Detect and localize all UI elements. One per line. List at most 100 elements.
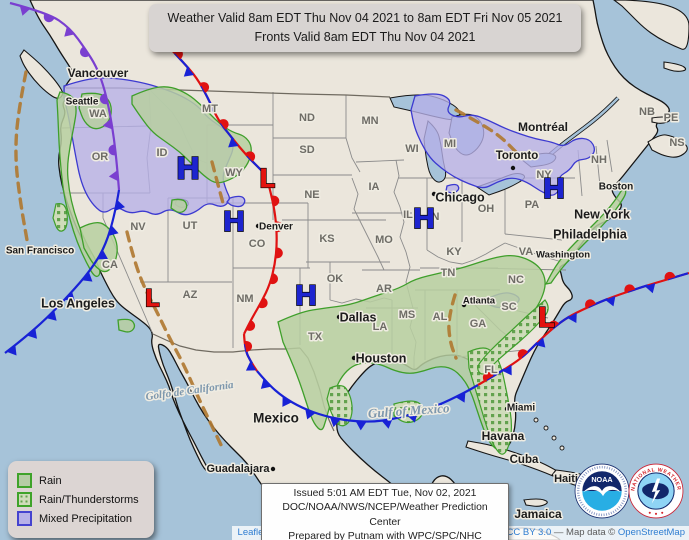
state-label: TN <box>441 267 456 279</box>
precipitation-areas-layer <box>52 77 627 455</box>
state-label: OR <box>92 151 109 163</box>
island <box>647 134 688 158</box>
pressure-center-H: H <box>222 205 245 238</box>
city-label: Denver <box>259 222 293 233</box>
island <box>523 498 548 507</box>
weather-valid-line: Weather Valid 8am EDT Thu Nov 04 2021 to… <box>167 11 563 25</box>
island <box>651 116 671 124</box>
city-label: Boston <box>599 182 633 193</box>
state-label: MS <box>399 309 416 321</box>
state-border <box>351 177 385 271</box>
water-label: Gulf of Mexico <box>367 400 450 421</box>
rain-area <box>131 86 252 184</box>
island <box>533 417 539 423</box>
legend-label-mixed: Mixed Precipitation <box>39 512 132 525</box>
state-label: VA <box>519 246 534 258</box>
state-label: PA <box>525 199 540 211</box>
stationary-front <box>242 333 258 372</box>
state-label: OK <box>327 273 344 285</box>
rain-thunderstorm-area <box>52 202 68 232</box>
city-label: Miami <box>507 403 536 414</box>
state-label: IL <box>403 209 413 221</box>
pressure-center-H: H <box>542 172 565 205</box>
pressure-center-H: H <box>175 152 200 187</box>
legend-label-thunderstorms: Rain/Thunderstorms <box>39 493 139 506</box>
state-label: AR <box>376 283 392 295</box>
troughs-layer <box>14 70 518 449</box>
city-label: Philadelphia <box>553 227 628 241</box>
state-label: GA <box>470 318 487 330</box>
occluded-front <box>9 1 121 191</box>
city-label: New York <box>574 207 630 221</box>
trough-line <box>447 293 458 360</box>
city-label: Montréal <box>518 120 568 134</box>
state-label: CO <box>249 238 266 250</box>
city-label: Cuba <box>510 454 539 466</box>
state-label: WA <box>89 108 107 120</box>
city-label: Guadalajara <box>207 463 271 475</box>
state-label: FL <box>484 364 498 376</box>
state-label: NH <box>591 154 607 166</box>
island <box>663 61 687 72</box>
city-label: Los Angeles <box>41 296 115 310</box>
city-label: Haiti <box>554 473 578 485</box>
state-label: KS <box>319 233 334 245</box>
legend-row-mixed: Mixed Precipitation <box>17 511 145 526</box>
rain-area <box>544 188 627 285</box>
rain-swatch-icon <box>17 473 32 488</box>
trough-line <box>14 70 29 242</box>
issued-time: Issued 5:01 AM EDT Tue, Nov 02, 2021 <box>293 488 477 499</box>
precip-legend: Rain Rain/Thunderstorms Mixed Precipitat… <box>8 461 154 538</box>
city-label: Jamaica <box>514 507 562 521</box>
city-dot <box>461 302 467 308</box>
state-label: LA <box>373 321 388 333</box>
city-dot <box>510 165 516 171</box>
state-label: TX <box>308 331 323 343</box>
island <box>543 425 549 431</box>
stationary-front <box>167 45 263 172</box>
state-border <box>345 95 361 173</box>
state-label: NY <box>536 169 552 181</box>
state-label: WY <box>225 167 243 179</box>
attribution-link[interactable]: OpenStreetMap <box>617 527 685 538</box>
city-label: San Francisco <box>6 246 74 257</box>
state-label: NS <box>669 137 684 149</box>
city-dot <box>336 314 342 320</box>
state-label: ND <box>299 112 315 124</box>
fronts-layer <box>4 1 689 431</box>
pressure-center-H: H <box>294 279 317 312</box>
island <box>551 435 557 441</box>
city-dot <box>598 183 604 189</box>
state-label: AL <box>433 311 448 323</box>
legend-row-thunderstorms: Rain/Thunderstorms <box>17 492 145 507</box>
state-label: KY <box>446 246 462 258</box>
mixed-precipitation-area <box>226 195 246 208</box>
state-label: SC <box>501 301 516 313</box>
city-label: Washington <box>536 249 590 260</box>
rain-area <box>117 318 136 333</box>
trough-line <box>125 230 224 449</box>
state-label: AZ <box>183 289 198 301</box>
state-label: ID <box>157 147 168 159</box>
pressure-center-L: L <box>259 164 276 194</box>
fronts-valid-line: Fronts Valid 8am EDT Thu Nov 04 2021 <box>254 29 476 44</box>
state-border <box>504 233 563 241</box>
city-label: Toronto <box>496 150 539 162</box>
city-label: Mexico <box>253 411 299 426</box>
city-label: Seattle <box>66 97 99 108</box>
city-dot <box>270 466 276 472</box>
state-label: IN <box>429 211 440 223</box>
warm-front <box>243 185 283 335</box>
pressure-center-L: L <box>537 301 555 334</box>
nws-logo: NATIONAL WEATHER SERVICE <box>628 463 684 519</box>
city-label: Houston <box>356 351 407 365</box>
state-label: MI <box>444 138 456 150</box>
attribution-link[interactable]: CC BY 3.0 <box>506 527 552 538</box>
attribution-link[interactable]: Leaflet <box>237 527 267 538</box>
rain-area <box>170 198 188 214</box>
state-label: IA <box>369 181 380 193</box>
state-label: MN <box>361 115 378 127</box>
legend-row-rain: Rain <box>17 473 145 488</box>
